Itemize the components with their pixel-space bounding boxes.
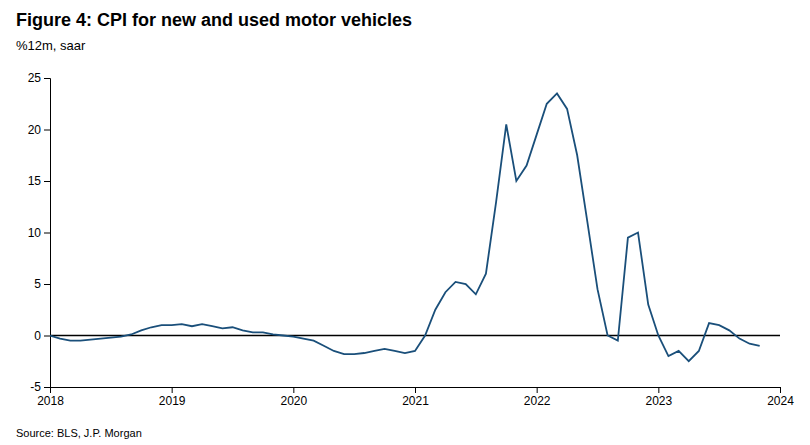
tick-mark [537, 387, 538, 393]
tick-label: 2018 [37, 394, 64, 408]
line [50, 93, 760, 361]
tick: 2020 [280, 387, 307, 408]
tick-mark [44, 233, 50, 234]
tick: 2023 [645, 387, 672, 408]
tick: 2024 [767, 387, 794, 408]
tick-mark [415, 387, 416, 393]
tick: 0 [34, 329, 50, 343]
tick-mark [44, 181, 50, 182]
marks [50, 93, 780, 361]
tick-label: 0 [34, 329, 41, 343]
tick-mark [44, 78, 50, 79]
tick: 2021 [402, 387, 429, 408]
tick: 2022 [524, 387, 551, 408]
tick: 25 [28, 71, 50, 85]
axis-line [51, 388, 781, 394]
tick-mark [44, 284, 50, 285]
x-axis: 2018 2019 2020 2021 2022 2023 2024 [37, 387, 794, 408]
axis-line [44, 79, 51, 388]
tick-label: 2020 [280, 394, 307, 408]
tick-mark [658, 387, 659, 393]
tick-label: 2024 [767, 394, 794, 408]
tick: -5 [30, 380, 50, 394]
tick: 15 [28, 174, 50, 188]
tick-label: 2023 [645, 394, 672, 408]
tick-mark [44, 130, 50, 131]
tick: 20 [28, 123, 50, 137]
tick: 2019 [159, 387, 186, 408]
tick-label: 10 [28, 226, 42, 240]
tick-label: 5 [34, 277, 41, 291]
tick-label: 2022 [524, 394, 551, 408]
tick-mark [780, 387, 781, 393]
y-axis: -5 0 5 10 15 20 25 [28, 71, 51, 394]
tick: 10 [28, 226, 50, 240]
subtitle: %12m, saar [16, 38, 86, 53]
zero-line [50, 335, 780, 337]
tick-mark [172, 387, 173, 393]
tick-label: 2019 [159, 394, 186, 408]
tick-label: 2021 [402, 394, 429, 408]
tick-mark [44, 336, 50, 337]
source: Source: BLS, J.P. Morgan [16, 427, 142, 439]
tick-label: -5 [30, 380, 41, 394]
title: Figure 4: CPI for new and used motor veh… [16, 10, 412, 30]
tick-mark [44, 387, 50, 388]
tick-label: 25 [28, 71, 42, 85]
plot: 2018 2019 2020 2021 2022 2023 2024 -5 0 5 10 15 20 25 [28, 71, 795, 407]
tick: 2018 [37, 387, 64, 408]
tick-label: 20 [28, 123, 42, 137]
tick-mark [293, 387, 294, 393]
tick-label: 15 [28, 174, 42, 188]
chart: Figure 4: CPI for new and used motor veh… [0, 0, 810, 445]
tick: 5 [34, 277, 50, 291]
